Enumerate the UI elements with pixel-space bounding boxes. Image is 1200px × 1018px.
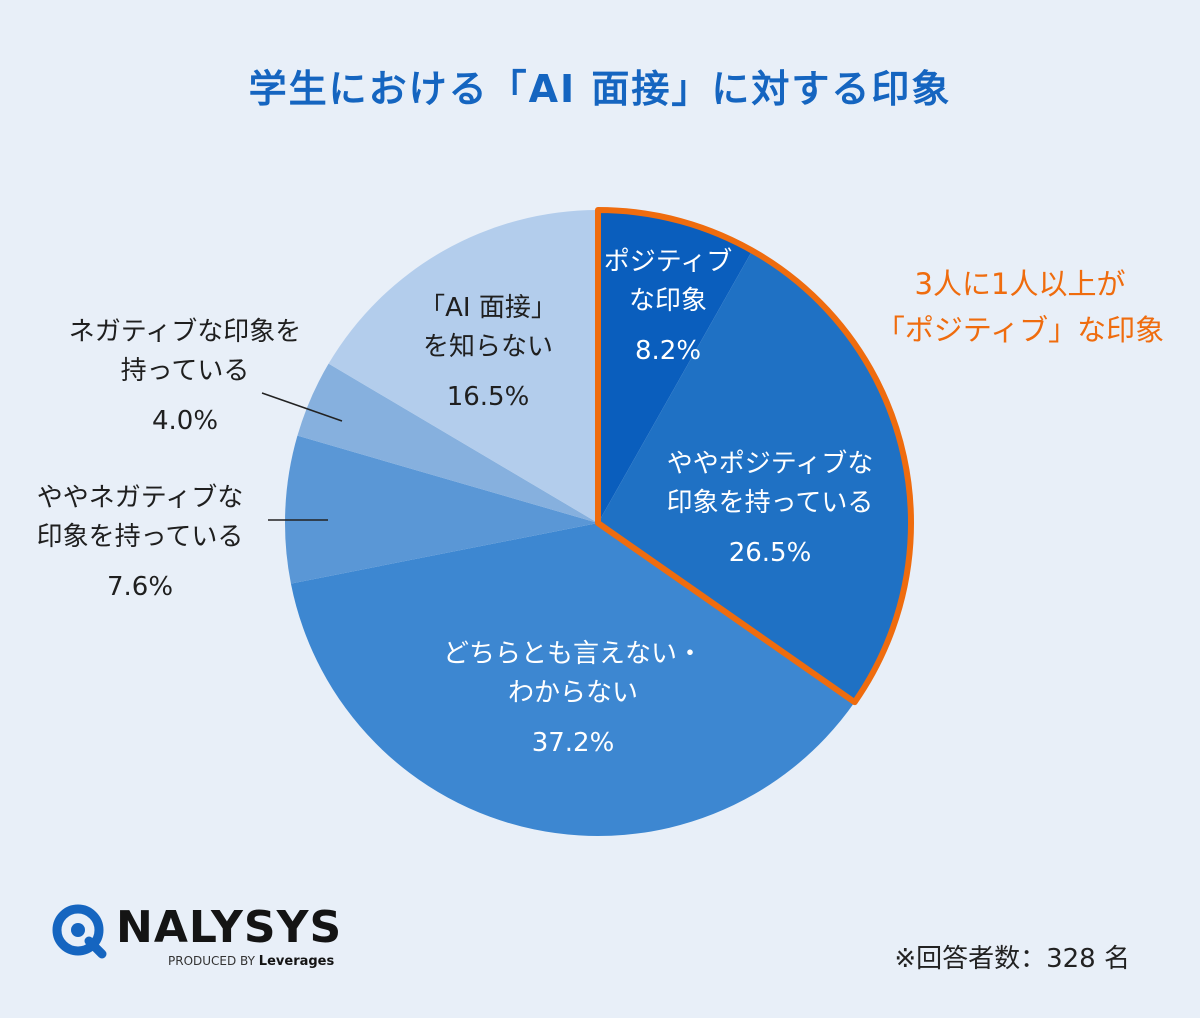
- slice-value-label: 37.2%: [532, 728, 615, 758]
- pie-slice-2: [290, 523, 855, 837]
- slice-value-label: 16.5%: [447, 382, 530, 412]
- slice-label-line: ややポジティブな: [667, 449, 873, 479]
- slice-labels: ポジティブな印象8.2%ややポジティブな印象を持っている26.5%どちらとも言え…: [37, 247, 874, 758]
- slice-label-line: な印象: [629, 286, 707, 316]
- pie-slice-4: [297, 363, 598, 523]
- pie-slice-5: [328, 210, 598, 523]
- slice-value-label: 8.2%: [635, 336, 701, 366]
- slice-value-label: 7.6%: [107, 572, 173, 602]
- callout-line: 「ポジティブ」な印象: [876, 313, 1164, 347]
- pie-slice-1: [598, 250, 911, 703]
- slice-label-line: 印象を持っている: [37, 522, 244, 552]
- slice-label-line: ポジティブ: [604, 247, 732, 277]
- logo-sub-brand: Leverages: [258, 954, 335, 969]
- slice-label-line: 持っている: [121, 356, 250, 386]
- slice-label-line: ややネガティブな: [37, 483, 243, 513]
- slice-label-line: 印象を持っている: [667, 488, 874, 518]
- pie-slices: [285, 210, 911, 837]
- slice-label-5: 「AI 面接」を知らない 16.5%: [419, 293, 557, 412]
- pie-slice-0: [598, 210, 753, 523]
- slice-label-line: わからない: [508, 678, 638, 708]
- slice-label-line: どちらとも言えない・: [443, 639, 703, 669]
- magnifier-q-icon: [52, 904, 107, 959]
- respondent-count: ※回答者数：328 名: [894, 944, 1130, 974]
- slice-label-line: 「AI 面接」: [419, 293, 557, 323]
- slice-value-label: 4.0%: [152, 406, 218, 436]
- slice-value-label: 26.5%: [729, 538, 812, 568]
- chart-title: 学生における「AI 面接」に対する印象: [248, 67, 952, 111]
- leader-lines: [261, 392, 343, 521]
- highlight-callout: 3人に1人以上が「ポジティブ」な印象: [876, 267, 1164, 347]
- slice-label-line: を知らない: [423, 332, 553, 362]
- leader-line-negative: [261, 392, 343, 422]
- slice-label-2: どちらとも言えない・わからない 37.2%: [443, 639, 703, 758]
- nalysys-logo: NALYSYS PRODUCED BY Leverages: [52, 902, 342, 972]
- logo-sub-prefix: PRODUCED BY: [168, 954, 255, 968]
- callout-line: 3人に1人以上が: [915, 267, 1126, 301]
- pie-slice-3: [285, 435, 598, 584]
- positive-highlight-outline: [595, 207, 914, 706]
- logo-wordmark: NALYSYS: [116, 902, 343, 953]
- slice-label-line: ネガティブな印象を: [69, 317, 301, 347]
- logo-subtitle: PRODUCED BY Leverages: [168, 954, 334, 969]
